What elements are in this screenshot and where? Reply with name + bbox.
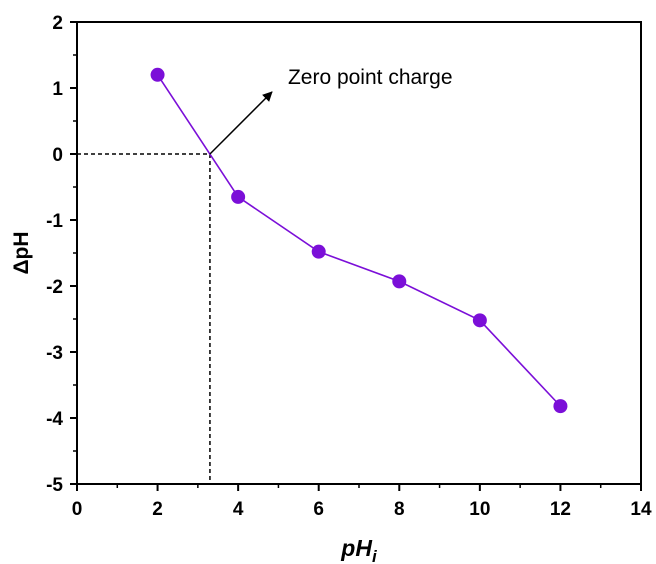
y-axis-tick-labels: -5 -4 -3 -2 -1 0 1 2: [46, 13, 63, 496]
x-tick-label: 12: [550, 499, 571, 520]
x-axis-title: pHi: [340, 535, 378, 564]
data-point: [231, 189, 246, 204]
x-tick-label: 4: [233, 499, 244, 520]
x-tick-label: 6: [313, 499, 324, 520]
y-axis-ticks: [70, 21, 77, 485]
reference-lines: [77, 153, 211, 484]
plot-frame: [76, 21, 642, 485]
x-tick-label: 14: [630, 499, 652, 520]
data-point: [553, 399, 568, 414]
y-tick-label: -4: [46, 409, 63, 430]
annotation-arrow: [209, 91, 273, 155]
x-axis-title-main: pH: [340, 535, 372, 561]
x-tick-label: 8: [394, 499, 405, 520]
y-tick-label: -2: [46, 277, 63, 298]
data-point: [472, 313, 487, 328]
y-tick-label: -3: [46, 343, 63, 364]
x-axis-ticks: [76, 484, 642, 491]
series-layer: [150, 67, 568, 414]
x-axis-title-subscript: i: [372, 547, 378, 564]
y-tick-label: 1: [52, 79, 63, 100]
y-axis-title: ΔpH: [10, 231, 33, 274]
data-point: [392, 274, 407, 289]
x-tick-label: 10: [469, 499, 490, 520]
plot-area: Zero point charge: [76, 21, 642, 485]
y-tick-label: -5: [46, 475, 63, 496]
x-tick-label: 2: [152, 499, 163, 520]
data-point: [311, 244, 326, 259]
data-point: [150, 67, 165, 82]
x-tick-label: 0: [72, 499, 83, 520]
y-tick-label: -1: [46, 211, 63, 232]
y-tick-label: 2: [52, 13, 63, 34]
y-tick-label: 0: [52, 145, 63, 166]
series-line: [156, 74, 562, 407]
annotation-label: Zero point charge: [288, 66, 453, 89]
annotation-layer: Zero point charge: [209, 66, 453, 155]
x-axis-tick-labels: 0 2 4 6 8 10 12 14: [72, 499, 652, 520]
